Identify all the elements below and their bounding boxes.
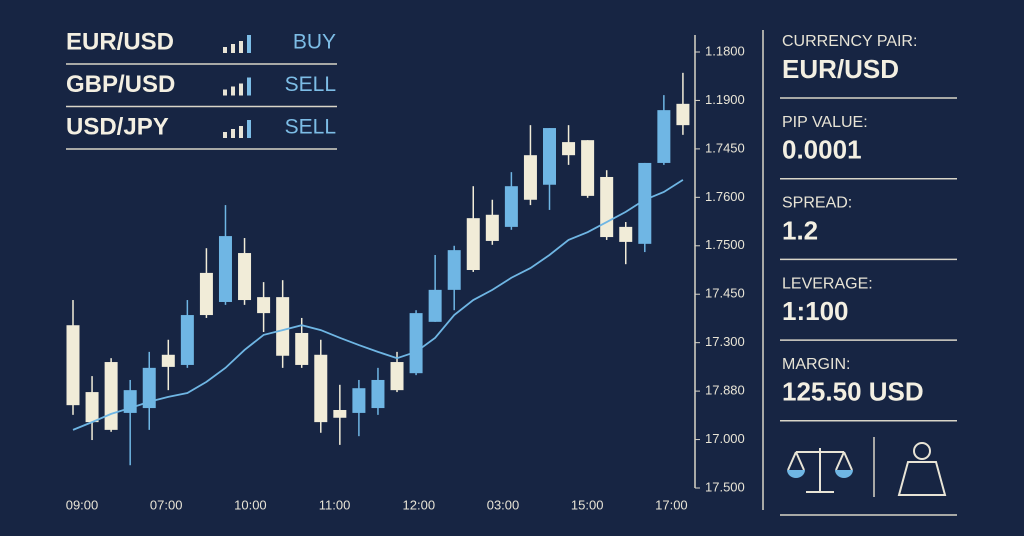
moving-average <box>72 179 684 431</box>
signal-bars <box>231 129 235 138</box>
candle-body <box>66 325 80 406</box>
signal: SELL <box>285 73 336 96</box>
y-tick-label: 17.450 <box>705 286 745 301</box>
candle-body <box>371 379 385 409</box>
signal-bars <box>223 132 227 138</box>
candle-body <box>447 250 461 290</box>
candle-body <box>543 128 556 185</box>
field-label: CURRENCY PAIR: <box>782 33 917 50</box>
candle-body <box>638 162 652 244</box>
field-label: SPREAD: <box>782 195 852 212</box>
candle-body <box>352 388 366 413</box>
candle-body <box>619 226 633 242</box>
candle-body <box>218 236 232 302</box>
field-value: 1:100 <box>782 296 849 326</box>
pair-name: EUR/USD <box>66 28 174 55</box>
signal-bars <box>223 47 227 53</box>
signal-bars <box>239 41 243 53</box>
x-tick-label: 07:00 <box>150 497 183 512</box>
x-tick-label: 12:00 <box>403 497 436 512</box>
candle-body <box>390 362 404 391</box>
y-tick-label: 17.300 <box>705 334 745 349</box>
candle-body <box>428 289 442 322</box>
candle-body <box>581 140 595 196</box>
candle-body <box>485 214 499 241</box>
x-tick-label: 11:00 <box>319 497 351 512</box>
field-label: LEVERAGE: <box>782 275 873 292</box>
y-tick-label: 17.000 <box>705 431 745 446</box>
candle-body <box>333 410 347 418</box>
signal-bars <box>247 120 251 138</box>
candle-body <box>466 218 480 270</box>
candle-body <box>199 272 213 316</box>
field-value: EUR/USD <box>782 54 899 84</box>
candle-body <box>104 362 118 430</box>
field-value: 1.2 <box>782 215 818 245</box>
y-tick-label: 1.7450 <box>705 140 745 155</box>
y-tick-label: 1.7500 <box>705 237 745 252</box>
candle-body <box>295 332 309 365</box>
signal-bars <box>247 35 251 53</box>
candle-body <box>314 354 328 423</box>
candle-body <box>180 315 194 365</box>
signal-bars <box>223 89 227 96</box>
x-tick-label: 10:00 <box>234 497 267 512</box>
candle-body <box>676 103 690 126</box>
y-tick-label: 17.500 <box>705 479 745 494</box>
candle-body <box>257 297 271 314</box>
signal-bars <box>239 83 243 96</box>
candle-body <box>562 142 576 156</box>
candle-body <box>142 367 156 409</box>
y-tick-label: 1.1800 <box>705 43 745 58</box>
signal-bars <box>231 86 235 96</box>
x-tick-label: 03:00 <box>487 497 520 512</box>
candle-body <box>85 392 99 423</box>
signal: BUY <box>293 31 336 54</box>
weight-icon <box>897 442 947 496</box>
field-value: 125.50 USD <box>782 377 924 407</box>
y-tick-label: 1.1900 <box>705 92 745 107</box>
signal: SELL <box>285 116 336 139</box>
candle-body <box>276 297 290 356</box>
field-label: PIP VALUE: <box>782 114 868 131</box>
y-tick-label: 17.880 <box>705 383 745 398</box>
y-tick-label: 1.7600 <box>705 189 745 204</box>
scale-icon <box>787 448 853 493</box>
field-label: MARGIN: <box>782 356 850 373</box>
pair-name: GBP/USD <box>66 71 175 98</box>
signal-bars <box>231 44 235 53</box>
field-value: 0.0001 <box>782 135 862 165</box>
candle-body <box>409 313 423 374</box>
x-tick-label: 15:00 <box>571 497 604 512</box>
pair-name: USD/JPY <box>66 113 169 140</box>
signal-bars <box>239 126 243 138</box>
candle-body <box>600 176 614 238</box>
candle-body <box>504 186 518 227</box>
candle-body <box>238 253 252 301</box>
x-tick-label: 17:00 <box>655 497 688 512</box>
x-tick-label: 09:00 <box>66 497 99 512</box>
candle-body <box>161 354 175 367</box>
signal-bars <box>247 77 251 96</box>
candle-body <box>657 110 671 163</box>
candle-body <box>523 155 537 200</box>
